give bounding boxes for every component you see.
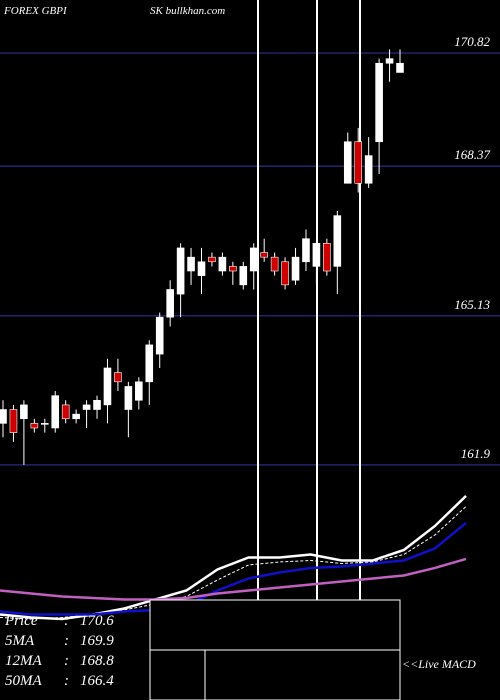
candle-body: [197, 261, 206, 276]
candle-body: [155, 316, 164, 355]
candle-body: [218, 256, 227, 272]
candle-body: [9, 409, 18, 433]
candle-body: [30, 423, 39, 429]
candle-body: [93, 399, 101, 410]
legend-value: 170.6: [80, 613, 114, 629]
candle-body: [114, 372, 122, 383]
candle-body: [187, 256, 195, 272]
candle-body: [375, 62, 383, 143]
candle-body: [333, 215, 342, 267]
y-tick-label: 170.82: [454, 34, 490, 49]
candle-body: [51, 395, 60, 429]
candle-body: [249, 247, 258, 272]
candle-body: [239, 266, 248, 286]
candle-body: [291, 256, 300, 281]
candle-body: [145, 344, 154, 383]
candle-body: [364, 155, 373, 184]
y-tick-label: 168.37: [454, 147, 490, 162]
candle-body: [323, 243, 331, 272]
candle-body: [135, 381, 143, 401]
candle-body: [281, 261, 289, 286]
candle-body: [176, 247, 185, 295]
candle-body: [72, 413, 80, 420]
legend-name: 50MA: [5, 673, 42, 689]
ma-line: [0, 521, 467, 616]
candle-body: [124, 386, 133, 410]
candle-body: [20, 404, 28, 420]
legend-value: 168.8: [80, 653, 114, 669]
legend-separator: :: [64, 653, 69, 669]
legend-separator: :: [64, 633, 69, 649]
chart-title: FOREX GBPI: [3, 5, 68, 17]
chart-subtitle: SK bullkhan.com: [150, 5, 225, 17]
legend-name: Price: [4, 613, 38, 629]
candle-body: [208, 256, 216, 263]
candle-body: [396, 62, 404, 73]
legend-name: 12MA: [5, 653, 42, 669]
legend-value: 169.9: [80, 633, 114, 649]
ma-line: [0, 495, 467, 621]
y-tick-label: 165.13: [454, 297, 490, 312]
candle-body: [40, 423, 49, 425]
candle-body: [0, 409, 7, 424]
legend-separator: :: [64, 613, 69, 629]
candle-body: [229, 266, 237, 272]
candle-body: [260, 252, 268, 258]
candle-body: [166, 289, 174, 318]
candle-body: [343, 141, 352, 184]
ma-line: [0, 506, 467, 620]
legend-value: 166.4: [80, 673, 114, 689]
macd-note: <<Live MACD: [402, 657, 476, 671]
candle-body: [103, 367, 112, 406]
legend-name: 5MA: [5, 633, 35, 649]
ma-line: [0, 557, 467, 601]
candle-body: [82, 404, 91, 410]
candle-body: [61, 404, 70, 420]
candle-body: [302, 238, 310, 263]
legend-separator: :: [64, 673, 69, 689]
candle-body: [354, 141, 363, 184]
macd-bar: [149, 649, 206, 700]
candle-body: [385, 58, 394, 64]
candle-body: [270, 256, 279, 272]
candle-body: [312, 243, 321, 267]
y-tick-label: 161.9: [461, 446, 491, 461]
